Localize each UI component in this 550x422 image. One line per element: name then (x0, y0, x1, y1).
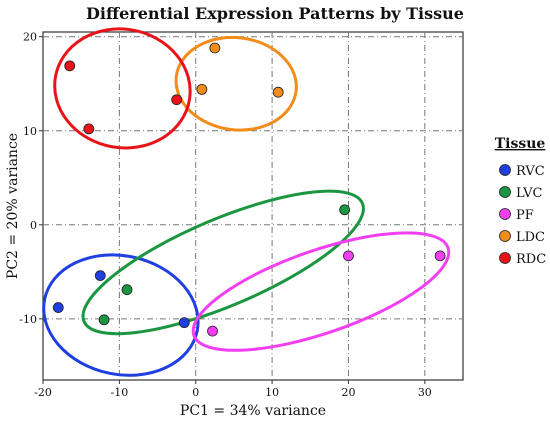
y-tick-label: -10 (19, 313, 37, 326)
x-tick-label: 30 (418, 386, 432, 399)
data-points (52, 42, 446, 337)
pf-legend-label: PF (516, 208, 534, 223)
lvc-legend-marker (499, 186, 511, 198)
x-tick-label: 0 (192, 386, 199, 399)
pf-group-ellipse (191, 231, 451, 352)
lvc-data-point (121, 284, 133, 296)
ldc-legend-label: LDC (516, 230, 545, 245)
ldc-legend-marker (499, 230, 511, 242)
x-tick-label: -20 (34, 386, 52, 399)
ldc-data-point (196, 83, 208, 95)
legend-title: Tissue (495, 136, 546, 152)
y-tick-label: 0 (30, 219, 37, 232)
chart-title: Differential Expression Patterns by Tiss… (86, 4, 464, 23)
rvc-data-point (178, 317, 190, 329)
rdc-group-ellipse (53, 27, 192, 150)
x-tick-label: 10 (265, 386, 279, 399)
pf-data-point (343, 250, 354, 262)
ldc-data-point (272, 86, 284, 98)
x-tick-label: -10 (111, 386, 129, 399)
pf-data-point (207, 325, 218, 337)
rdc-data-point (64, 60, 76, 72)
rdc-legend-marker (499, 252, 511, 264)
rvc-data-point (52, 302, 64, 313)
rdc-legend-label: RDC (516, 252, 546, 267)
plot-area-frame (42, 31, 464, 381)
pf-data-point (434, 250, 446, 262)
lvc-data-point (98, 314, 110, 326)
lvc-group-ellipse (81, 189, 365, 336)
y-axis-label: PC2 = 20% variance (5, 133, 21, 279)
rvc-group-ellipse (42, 253, 200, 377)
y-tick-label: 10 (23, 125, 37, 138)
legend: RVC LVC PF LDC RDC (499, 164, 546, 267)
rvc-data-point (94, 270, 106, 282)
x-tick-label: 20 (341, 386, 355, 399)
x-axis-label: PC1 = 34% variance (180, 403, 326, 419)
lvc-legend-label: LVC (516, 186, 542, 201)
y-tick-label: 20 (23, 31, 37, 44)
pf-legend-marker (499, 208, 511, 220)
lvc-data-point (339, 204, 351, 216)
rdc-data-point (171, 94, 183, 106)
group-ellipses (42, 27, 451, 377)
rdc-data-point (83, 123, 95, 135)
rvc-legend-marker (499, 164, 511, 176)
tick-labels: -20 -10 0 10 20 30 -10 0 10 20 (19, 31, 432, 399)
ldc-group-ellipse (174, 35, 298, 132)
ldc-data-point (209, 42, 221, 54)
rvc-legend-label: RVC (516, 164, 545, 179)
